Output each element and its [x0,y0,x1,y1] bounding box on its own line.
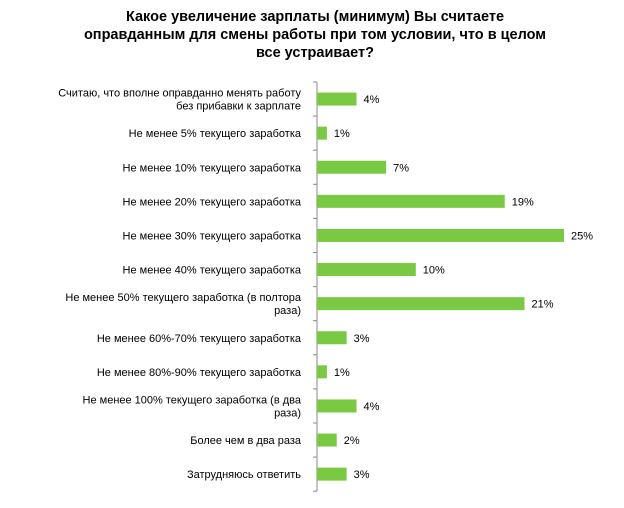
chart-title: Какое увеличение зарплаты (минимум) Вы с… [83,9,547,61]
category-label: Затрудняюсь ответить [187,469,301,481]
bar [317,297,525,311]
value-label: 4% [364,401,380,413]
category-label-line: Не менее 10% текущего заработка [123,162,302,174]
category-label: Не менее 40% текущего заработка [123,265,302,277]
bars-layer [317,92,564,481]
category-label-line: раза) [274,407,301,419]
category-label-line: Не менее 80%-90% текущего заработка [97,367,302,379]
category-label: Не менее 10% текущего заработка [123,162,302,174]
value-label: 3% [354,333,370,345]
category-label-line: Не менее 30% текущего заработка [123,230,302,242]
category-label: Не менее 80%-90% текущего заработка [97,367,302,379]
category-label-line: Не менее 5% текущего заработка [129,128,302,140]
bar [317,228,564,242]
value-label: 1% [334,128,350,140]
category-label: Не менее 5% текущего заработка [129,128,302,140]
axis-layer [313,81,318,492]
category-label-line: Затрудняюсь ответить [187,469,301,481]
bar [317,160,387,174]
bar [317,433,337,447]
value-label: 1% [334,367,350,379]
category-label-line: Не менее 20% текущего заработка [123,196,302,208]
category-label-line: Не менее 50% текущего заработка (в полто… [65,292,301,304]
value-label: 10% [423,265,445,277]
category-label: Не менее 60%-70% текущего заработка [97,333,302,345]
category-label-line: раза) [274,305,301,317]
value-label: 21% [531,299,553,311]
labels-layer: 4% Считаю, что вполне оправданно менять р… [58,88,593,482]
value-label: 25% [571,230,593,242]
value-label: 4% [364,94,380,106]
value-label: 7% [393,162,409,174]
category-label-line: Не менее 40% текущего заработка [123,265,302,277]
category-label: Не менее 100% текущего заработка (в два р… [83,394,302,419]
value-label: 19% [512,196,534,208]
category-label: Не менее 50% текущего заработка (в полто… [65,292,301,317]
value-label: 2% [344,435,360,447]
bar [317,263,416,277]
category-label-line: Более чем в два раза [190,435,302,447]
value-label: 3% [354,469,370,481]
category-label-line: без прибавки к зарплате [176,101,301,113]
bar [317,399,357,413]
bar [317,126,327,140]
category-label: Не менее 30% текущего заработка [123,230,302,242]
bar [317,467,347,481]
bar [317,194,505,208]
category-label: Считаю, что вполне оправданно менять раб… [58,88,301,113]
bar [317,331,347,345]
category-label: Более чем в два раза [190,435,302,447]
category-label-line: Считаю, что вполне оправданно менять раб… [58,88,301,100]
bar [317,92,357,106]
category-label: Не менее 20% текущего заработка [123,196,302,208]
category-label-line: Не менее 60%-70% текущего заработка [97,333,302,345]
bar [317,365,327,379]
category-label-line: Не менее 100% текущего заработка (в два [83,394,302,406]
